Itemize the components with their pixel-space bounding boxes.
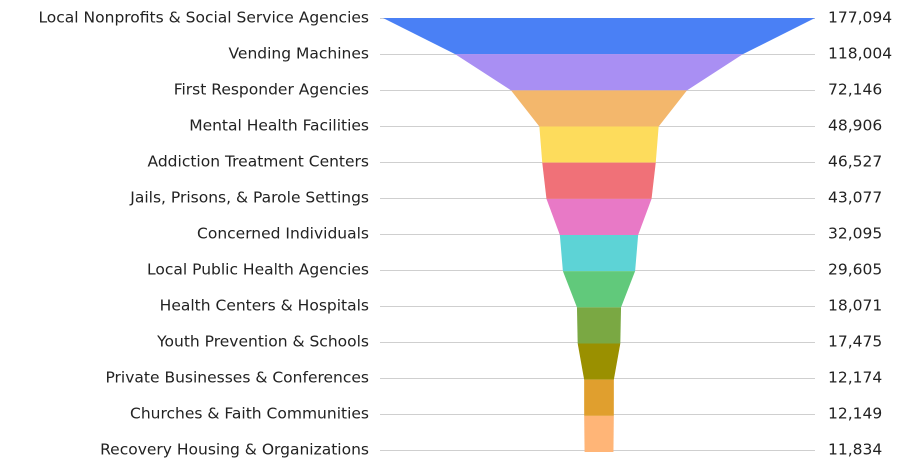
- funnel-band: [584, 415, 614, 452]
- value-label: 118,004: [828, 45, 892, 63]
- value-label: 29,605: [828, 261, 882, 279]
- value-label: 72,146: [828, 81, 882, 99]
- value-label: 12,149: [828, 405, 882, 423]
- category-label: Addiction Treatment Centers: [148, 153, 370, 171]
- category-label: Jails, Prisons, & Parole Settings: [129, 189, 369, 207]
- category-label: Vending Machines: [229, 45, 369, 63]
- category-label: Local Public Health Agencies: [147, 261, 369, 279]
- value-label: 32,095: [828, 225, 882, 243]
- category-label: Private Businesses & Conferences: [105, 369, 369, 387]
- funnel-band: [383, 18, 815, 55]
- value-label: 17,475: [828, 333, 882, 351]
- funnel-band: [546, 198, 652, 235]
- value-label: 177,094: [828, 9, 892, 27]
- funnel-band: [584, 379, 614, 416]
- value-label: 12,174: [828, 369, 882, 387]
- category-label: Mental Health Facilities: [189, 117, 369, 135]
- funnel-band: [559, 235, 639, 272]
- category-label: Churches & Faith Communities: [130, 405, 369, 423]
- value-label: 11,834: [828, 441, 882, 459]
- category-label: First Responder Agencies: [174, 81, 369, 99]
- category-label: Concerned Individuals: [197, 225, 369, 243]
- funnel-band: [577, 343, 621, 380]
- funnel-band: [455, 54, 743, 91]
- category-label: Local Nonprofits & Social Service Agenci…: [38, 9, 369, 27]
- category-label: Recovery Housing & Organizations: [100, 441, 369, 459]
- value-label: 48,906: [828, 117, 882, 135]
- funnel-band: [542, 162, 656, 199]
- value-label: 43,077: [828, 189, 882, 207]
- funnel-band: [539, 126, 659, 163]
- category-label: Health Centers & Hospitals: [160, 297, 369, 315]
- value-label: 46,527: [828, 153, 882, 171]
- funnel-band: [511, 90, 687, 127]
- funnel-band: [562, 271, 636, 308]
- funnel-band: [576, 307, 622, 344]
- category-label: Youth Prevention & Schools: [156, 333, 369, 351]
- value-label: 18,071: [828, 297, 882, 315]
